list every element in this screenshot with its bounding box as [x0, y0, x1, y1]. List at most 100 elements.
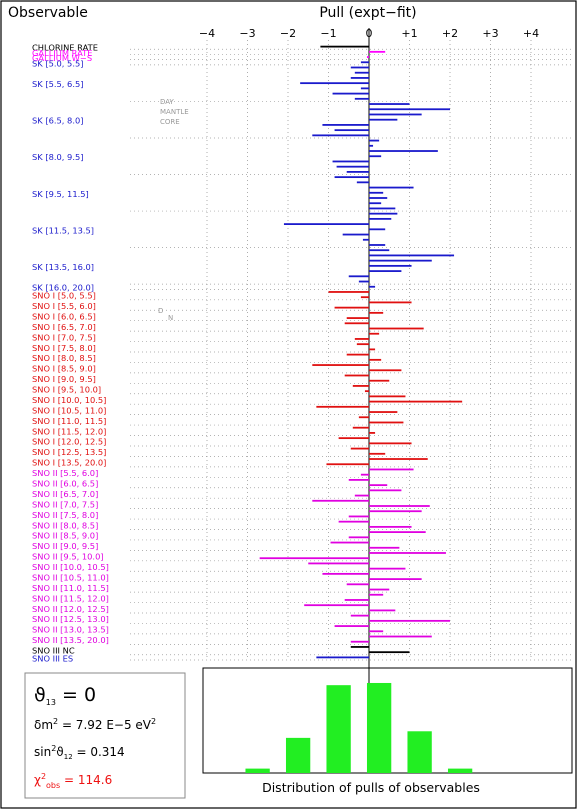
pull-bar [320, 45, 369, 48]
x-tick-label: +1 [401, 27, 417, 40]
pull-bar [369, 400, 463, 403]
pull-bar [369, 567, 406, 570]
x-tick-label: +4 [523, 27, 539, 40]
pull-bar [352, 426, 369, 429]
observable-label: SNO I [7.5, 8.0] [32, 343, 96, 353]
pull-bar [369, 552, 446, 554]
pull-bar [364, 390, 369, 393]
pull-bar [334, 176, 369, 179]
pull-bar [312, 134, 369, 137]
pull-bar [369, 118, 398, 121]
pull-bar [312, 364, 369, 366]
observable-label: SK [11.5, 13.5] [32, 225, 94, 235]
day-short-annotation: D [158, 307, 163, 315]
pull-bar [354, 338, 369, 340]
pull-bar [369, 150, 438, 152]
pull-bar [346, 317, 369, 319]
pull-bar [369, 546, 400, 549]
pull-bar [350, 646, 369, 648]
dm2-value: δm2 = 7.92 E−5 eV2 [34, 717, 156, 732]
x-tick-label: 0 [366, 27, 373, 40]
histogram-bar [366, 682, 392, 773]
pull-bar [369, 578, 422, 580]
pull-bar [369, 212, 398, 215]
pull-bar [369, 525, 412, 528]
parameters-box: ϑ13 = 0 δm2 = 7.92 E−5 eV2 sin2ϑ12 = 0.3… [24, 672, 186, 799]
observable-label: GALLIUM W−S [32, 53, 92, 63]
pull-bar [350, 66, 369, 69]
pull-bar [369, 458, 428, 460]
pull-bar [369, 254, 455, 257]
x-tick-label: −2 [280, 27, 296, 40]
pull-bar [356, 343, 369, 346]
histogram-caption: Distribution of pulls of observables [262, 780, 480, 795]
pull-bar [350, 614, 369, 617]
pull-bar [369, 505, 430, 507]
pull-bar [369, 432, 376, 434]
pull-bar [369, 332, 380, 335]
x-tick-label: −1 [320, 27, 336, 40]
pull-bar [369, 651, 410, 654]
pull-bar [358, 416, 369, 419]
pull-bar [369, 379, 390, 382]
pull-bar [369, 311, 384, 314]
pull-bar [369, 270, 402, 272]
pull-bar [369, 442, 412, 445]
observable-label: SNO II [8.0, 8.5] [32, 520, 98, 530]
pull-bar [346, 353, 369, 356]
observable-label: SNO II [9.0, 9.5] [32, 541, 98, 551]
pull-bar [369, 369, 402, 372]
pull-bar [369, 348, 376, 351]
pull-bar [369, 619, 450, 622]
pull-bar [330, 541, 369, 544]
pull-bar [352, 385, 369, 387]
pull-bar [304, 604, 369, 607]
pull-header: Pull (expt−fit) [319, 5, 416, 21]
pull-bar [348, 536, 369, 539]
observable-label: SK [5.0, 5.5] [32, 58, 83, 68]
pull-bar [348, 515, 369, 518]
pull-bar [354, 494, 369, 497]
pull-bar [334, 306, 369, 309]
sin2theta12-value: sin2ϑ12 = 0.314 [34, 744, 125, 761]
pull-bar [344, 599, 369, 601]
pull-bar [334, 625, 369, 627]
pull-bar [346, 170, 369, 173]
x-tick-label: +3 [482, 27, 498, 40]
observable-label: SNO II [11.0, 11.5] [32, 583, 109, 593]
mantle-annotation: MANTLE [160, 108, 189, 116]
x-tick-label: +2 [442, 27, 458, 40]
pull-bar [300, 82, 369, 85]
grid-layer [130, 28, 572, 773]
pull-bar [350, 447, 369, 450]
observable-label: SNO II [11.5, 12.0] [32, 593, 109, 603]
observable-label: SNO I [9.0, 9.5] [32, 374, 96, 384]
pull-bar [369, 609, 396, 612]
pull-bar [360, 296, 369, 299]
pull-bar [322, 572, 369, 575]
pull-bar [369, 191, 384, 194]
pull-bar [369, 228, 386, 231]
pull-bar [369, 358, 382, 361]
pull-bar [369, 421, 404, 424]
pull-bar [332, 92, 369, 95]
pull-bar [360, 87, 369, 90]
observable-label: SNO I [12.0, 12.5] [32, 437, 106, 447]
pull-bar [346, 583, 369, 586]
pull-bar [369, 593, 384, 596]
pull-bar [369, 531, 426, 534]
observable-label: SNO I [10.5, 11.0] [32, 405, 106, 415]
pull-bar [369, 510, 422, 513]
observable-label: SNO I [13.5, 20.0] [32, 458, 106, 468]
pull-bar [369, 264, 412, 267]
pull-bar [369, 244, 386, 246]
observable-label: SK [5.5, 6.5] [32, 79, 83, 89]
observable-label: SNO II [8.5, 9.0] [32, 531, 98, 541]
x-tick-label: −3 [239, 27, 255, 40]
pull-bar [316, 656, 369, 659]
observable-label: SNO I [10.0, 10.5] [32, 395, 106, 405]
observable-label: SNO II [9.5, 10.0] [32, 552, 104, 562]
